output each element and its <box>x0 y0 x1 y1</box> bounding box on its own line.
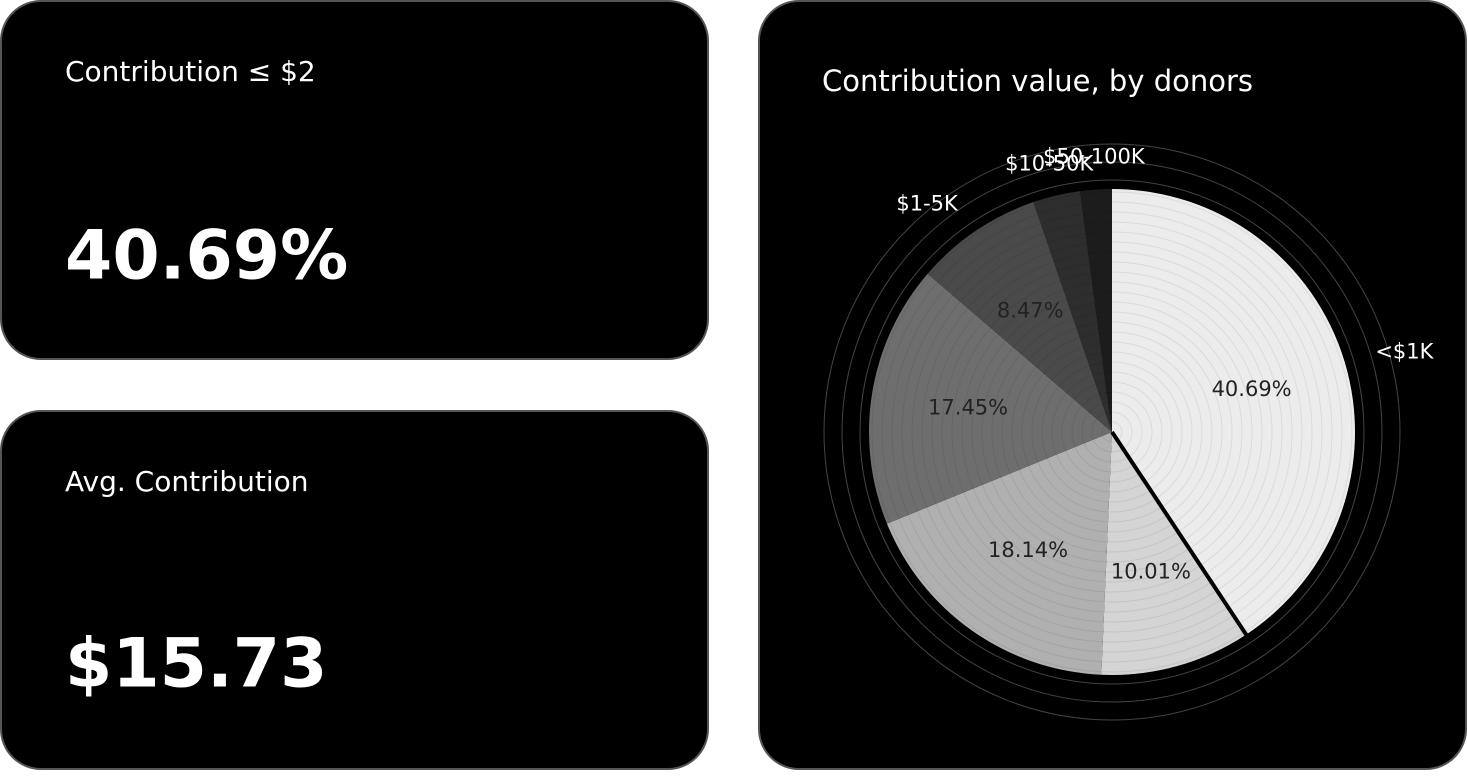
data-label: 10.01% <box>1111 559 1191 583</box>
pie-slice <box>1080 189 1112 432</box>
category-label: $50-100K <box>1043 145 1146 169</box>
ring-texture <box>1011 331 1213 533</box>
slice-separator <box>1110 430 1253 643</box>
ring-texture <box>911 231 1313 633</box>
card-value: $15.73 <box>65 625 327 704</box>
ring-texture <box>1061 381 1163 483</box>
chart-title: Contribution value, by donors <box>822 64 1253 98</box>
data-label: 40.69% <box>1212 377 1292 401</box>
ring-texture <box>871 191 1353 673</box>
pie-slice <box>1101 432 1247 675</box>
ring-texture <box>941 261 1283 603</box>
ring-texture <box>1001 321 1223 543</box>
ring-texture <box>1021 341 1203 523</box>
card-title: Avg. Contribution <box>65 465 309 498</box>
ring-texture <box>901 221 1323 643</box>
card-value: 40.69% <box>65 217 348 296</box>
ring-texture <box>881 201 1343 663</box>
category-label: <$1K <box>1375 340 1434 364</box>
pie-chart: 40.69% <$1K 10.01% 18.14% 17.45% 8.47% $1-5K $1… <box>823 143 1435 721</box>
ring-texture <box>931 251 1293 613</box>
category-label: $1-5K <box>896 191 959 215</box>
data-label: 18.14% <box>988 538 1068 562</box>
pie-slice <box>927 202 1112 432</box>
data-label: 17.45% <box>928 396 1008 420</box>
pie-slice <box>1033 191 1112 432</box>
ring-texture <box>1071 391 1153 473</box>
outer-ring <box>841 161 1383 703</box>
ring-texture <box>1041 361 1183 503</box>
ring-texture <box>1091 411 1133 453</box>
ring-texture <box>921 241 1303 623</box>
outer-ring <box>823 143 1401 721</box>
ring-texture <box>1081 401 1143 463</box>
data-label: 8.47% <box>997 298 1064 322</box>
card <box>0 0 709 360</box>
outer-ring <box>859 179 1365 685</box>
card <box>0 410 709 770</box>
pie-slice <box>869 273 1112 524</box>
ring-texture <box>961 281 1263 583</box>
ring-texture <box>891 211 1333 653</box>
ring-texture <box>1101 421 1123 443</box>
ring-texture <box>991 311 1233 553</box>
category-label: $10-50K <box>1005 151 1094 175</box>
ring-texture <box>1051 371 1173 493</box>
ring-texture <box>1031 351 1193 513</box>
pie-slice <box>886 432 1112 675</box>
ring-texture <box>951 271 1273 593</box>
ring-texture <box>971 291 1253 573</box>
card-title: Contribution ≤ $2 <box>65 55 316 88</box>
ring-texture <box>981 301 1243 563</box>
